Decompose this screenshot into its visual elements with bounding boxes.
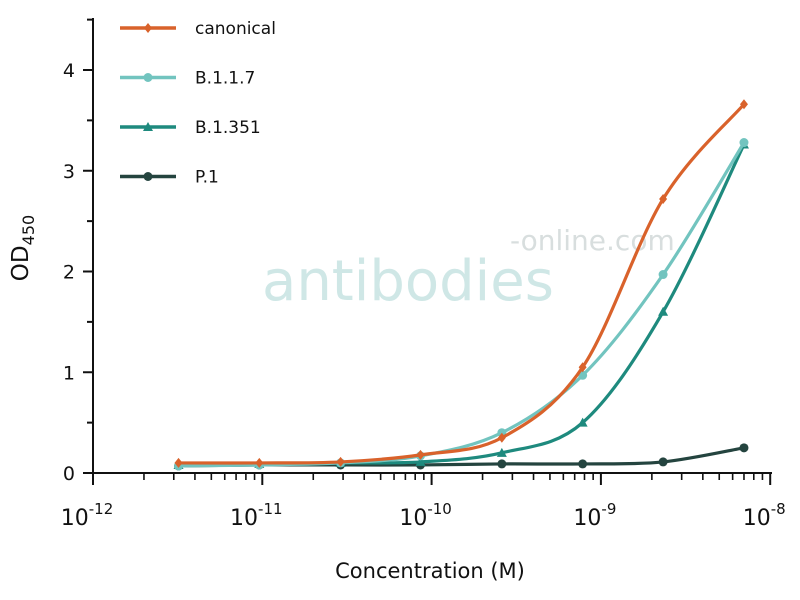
- y-tick-label: 3: [63, 161, 75, 183]
- legend-item-b-1-351: B.1.351: [120, 118, 261, 138]
- x-tick-base: 10: [230, 506, 258, 531]
- y-tick-label: 0: [63, 463, 75, 485]
- y-tick-label: 1: [63, 362, 75, 384]
- x-tick-exponent: -9: [601, 500, 616, 518]
- x-tick-base: 10: [61, 506, 89, 531]
- legend-item-b-1-1-7: B.1.1.7: [120, 69, 255, 89]
- x-tick-exponent: -10: [427, 500, 452, 518]
- data-point-p-1: [739, 443, 749, 453]
- data-point-canonical: [255, 457, 264, 468]
- data-point-b-1-351: [415, 456, 426, 466]
- data-point-canonical: [497, 432, 506, 443]
- x-tick-base: 10: [573, 506, 601, 531]
- data-point-p-1: [658, 457, 668, 467]
- legend-label-p-1: P.1: [195, 168, 219, 188]
- legend-label-b-1-351: B.1.351: [195, 118, 261, 138]
- legend-item-canonical: canonical: [120, 19, 276, 39]
- x-tick-base: 10: [399, 506, 427, 531]
- y-axis-label: OD450: [8, 215, 38, 281]
- series-canonical: [174, 99, 748, 468]
- x-axis-label: Concentration (M): [335, 559, 525, 583]
- data-point-canonical: [578, 362, 587, 373]
- data-point-canonical: [416, 449, 425, 460]
- data-point-canonical: [739, 99, 748, 110]
- x-tick-exponent: -11: [258, 500, 283, 518]
- x-tick-label: 10-8: [743, 500, 786, 531]
- x-tick-base: 10: [743, 506, 771, 531]
- data-point-b-1-1-7: [739, 138, 749, 148]
- y-axis-label-subscript: 450: [19, 215, 38, 246]
- y-tick-label: 2: [63, 262, 75, 284]
- watermark-main: antibodies: [262, 249, 554, 314]
- x-tick-exponent: -12: [89, 500, 114, 518]
- y-tick-label: 4: [63, 60, 75, 82]
- x-tick-label: 10-10: [399, 500, 452, 531]
- svg-text:OD450: OD450: [8, 215, 38, 281]
- data-point-b-1-351: [658, 306, 669, 316]
- x-tick-label: 10-12: [61, 500, 114, 531]
- y-axis-label-main: OD: [8, 245, 34, 281]
- data-point-canonical: [174, 457, 183, 468]
- data-point-b-1-351: [496, 447, 507, 457]
- watermark-suffix: -online.com: [510, 224, 675, 257]
- x-tick-label: 10-11: [230, 500, 283, 531]
- x-tick-exponent: -8: [771, 500, 786, 518]
- x-tick-label: 10-9: [573, 500, 616, 531]
- data-point-b-1-351: [577, 417, 588, 427]
- legend-marker-canonical: [144, 23, 152, 33]
- legend: canonical B.1.1.7 B.1.351 P.1: [120, 19, 276, 188]
- legend-marker-b-1-351: [143, 122, 153, 131]
- legend-item-p-1: P.1: [120, 168, 219, 188]
- data-point-canonical: [659, 193, 668, 204]
- data-point-p-1: [578, 459, 588, 469]
- legend-label-canonical: canonical: [195, 19, 276, 39]
- data-point-b-1-1-7: [658, 270, 668, 280]
- data-point-p-1: [497, 459, 507, 469]
- legend-label-b-1-1-7: B.1.1.7: [195, 69, 255, 89]
- legend-marker-b-1-1-7: [143, 73, 153, 82]
- series-group: [173, 99, 749, 471]
- data-point-canonical: [336, 456, 345, 467]
- legend-marker-p-1: [143, 172, 153, 181]
